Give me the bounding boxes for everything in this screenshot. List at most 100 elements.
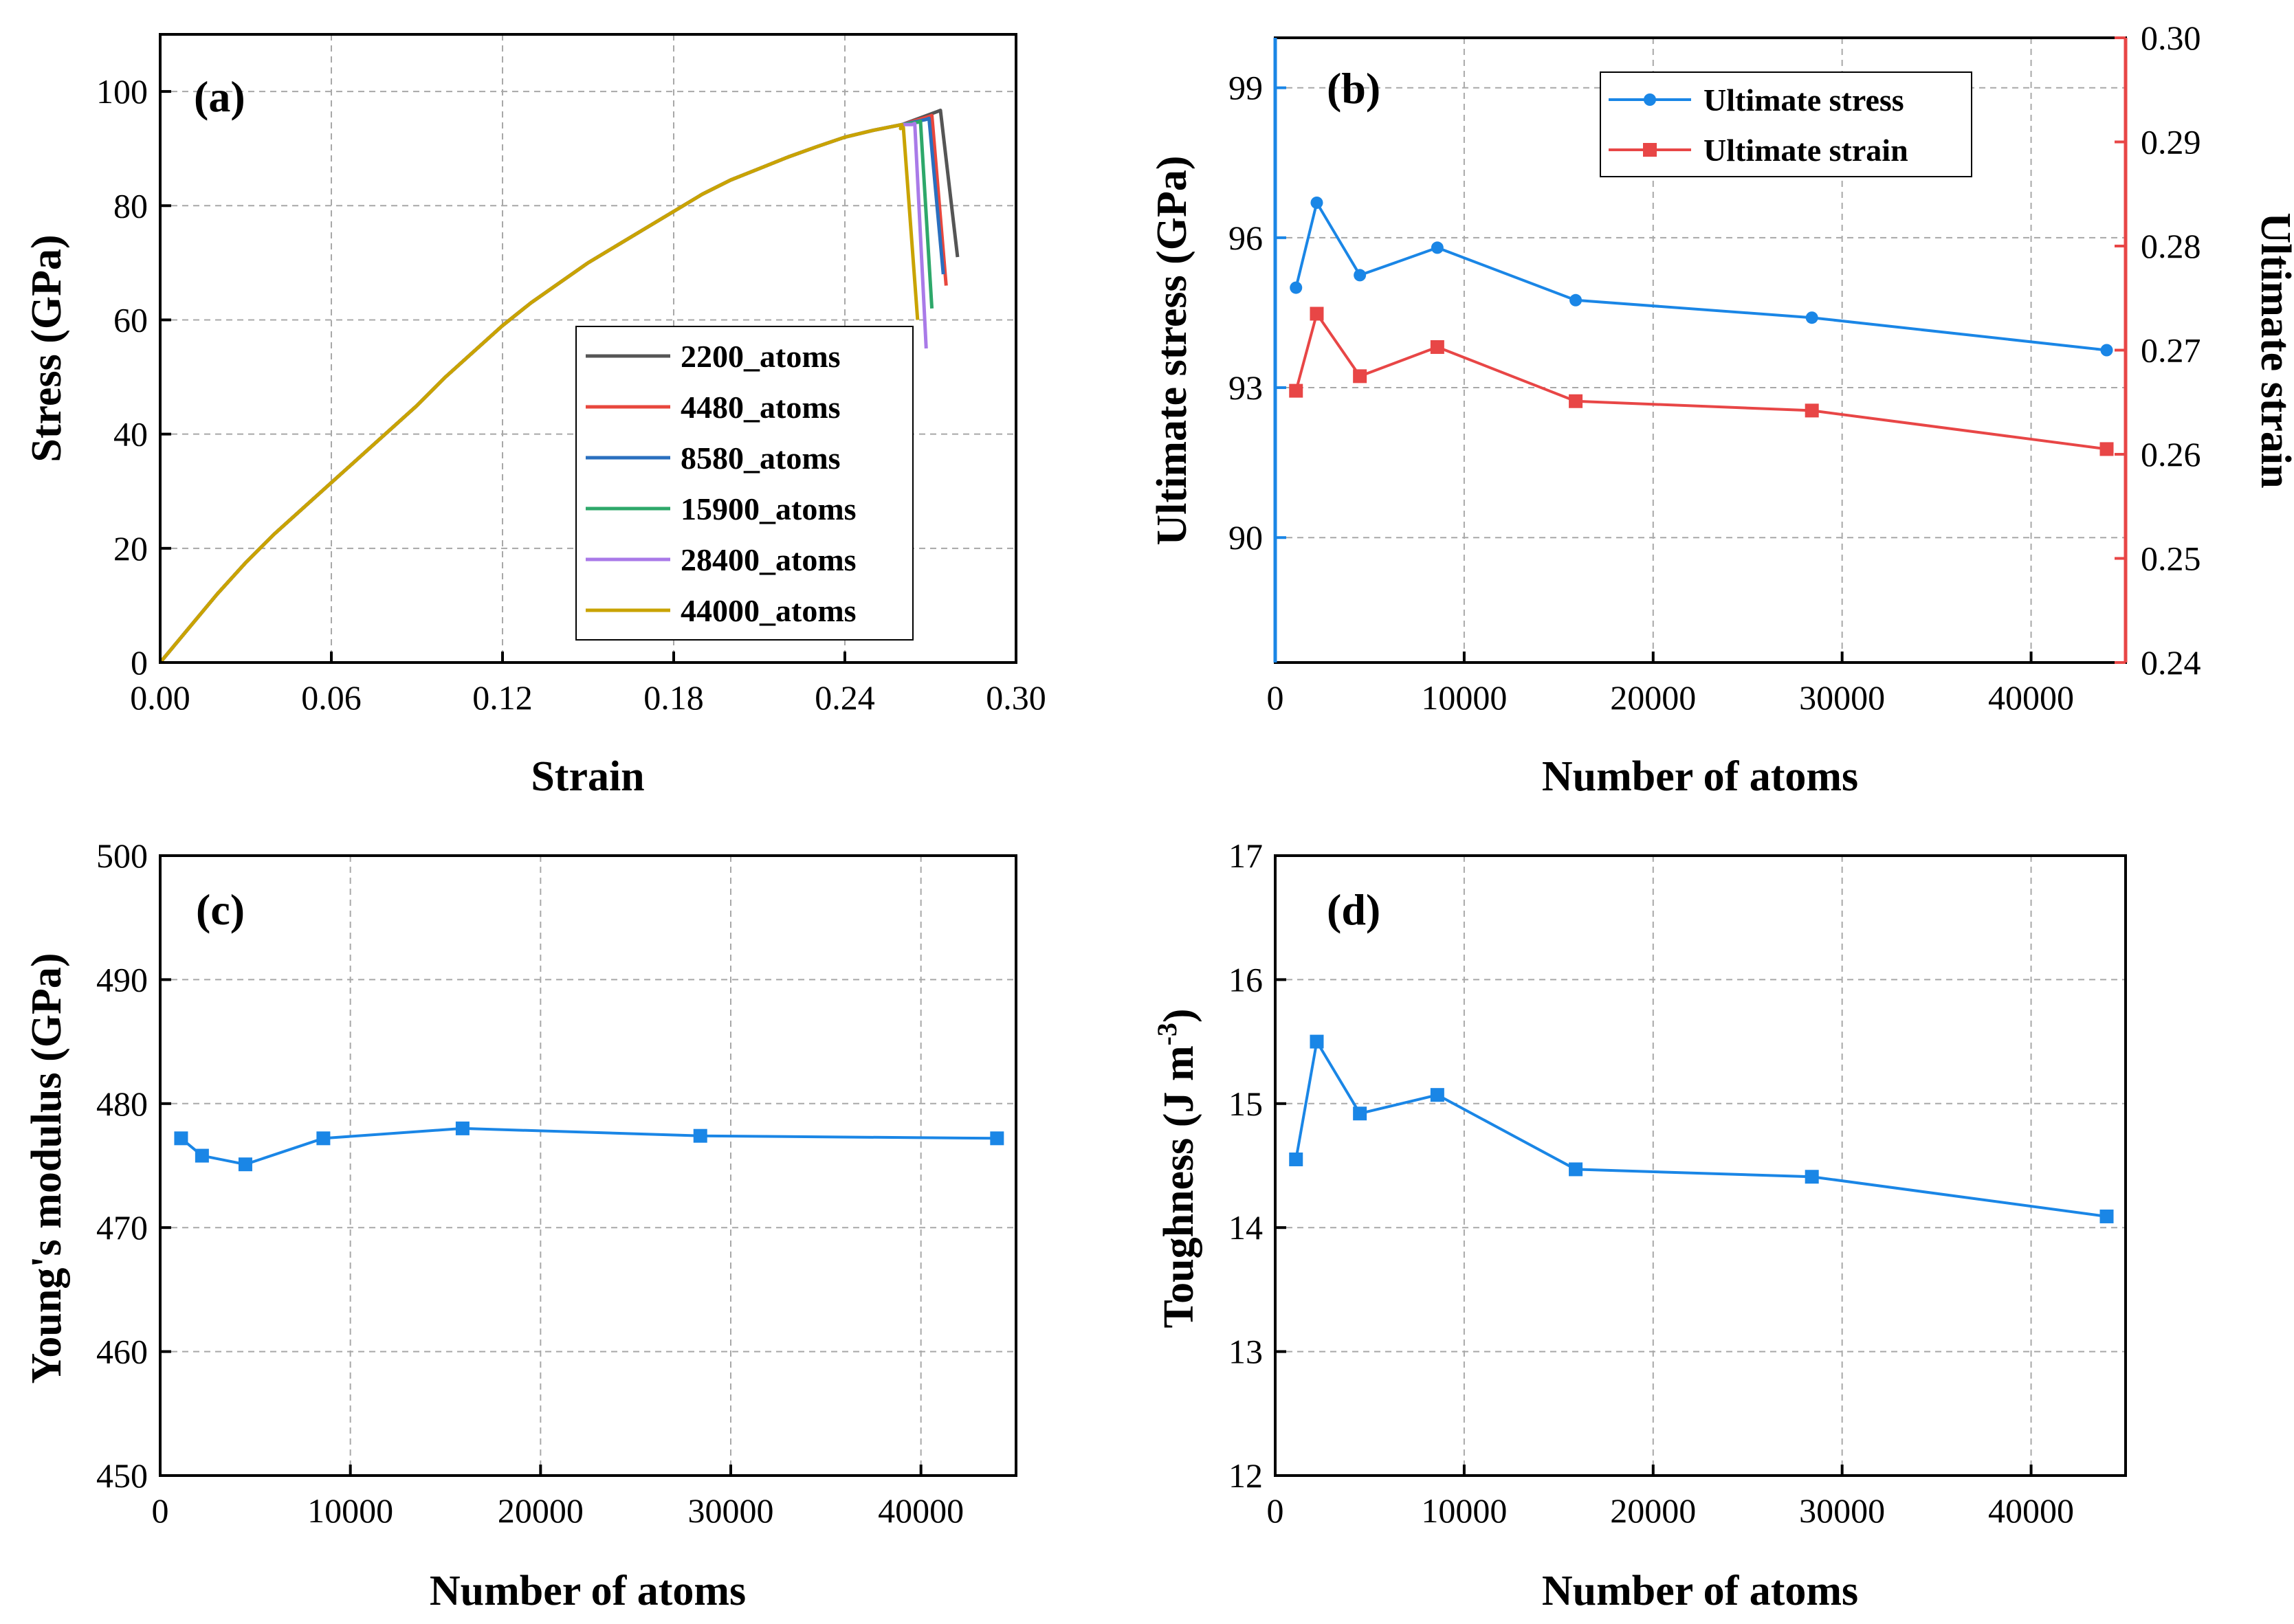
panel-b-legend-label: Ultimate strain: [1703, 133, 1908, 168]
panel-c-ytick-label: 470: [96, 1208, 148, 1247]
panel-a-legend-label: 44000_atoms: [681, 593, 857, 628]
panel-c-xtick-label: 40000: [878, 1491, 964, 1530]
panel-a-frame: [159, 33, 1017, 664]
panel-d-marker: [1310, 1034, 1324, 1049]
panel-c-ytick-label: 500: [96, 836, 148, 875]
panel-a-legend: 2200_atoms 4480_atoms 8580_atoms 15900_atom…: [575, 326, 914, 641]
panel-d-marker: [1430, 1088, 1444, 1102]
panel-b-right-ytick-label: 0.28: [2141, 227, 2201, 265]
panel-d-marker: [1805, 1170, 1819, 1184]
panel-b-y2label: Ultimate strain: [2252, 212, 2294, 488]
panel-d-ytick-label: 16: [1228, 960, 1263, 999]
panel-b-label: (b): [1327, 64, 1380, 113]
panel-b-legend-marker: [1643, 143, 1657, 157]
panel-d-ticks: 0 10000 20000 30000 40000 12 13 14 15 16 17: [1228, 836, 2074, 1530]
panel-a-xtick-label: 0.18: [643, 678, 704, 717]
panel-b-ytick-label: 90: [1228, 518, 1263, 557]
panel-c-marker: [174, 1131, 188, 1146]
panel-b-ylabel: Ultimate stress (GPa): [1149, 155, 1195, 545]
panel-c-frame: [159, 854, 1017, 1477]
panel-c-ytick-label: 490: [96, 960, 148, 999]
panel-c-ytick-label: 480: [96, 1084, 148, 1123]
panel-a-legend-label: 15900_atoms: [681, 491, 857, 526]
panel-d-marker: [1353, 1106, 1367, 1121]
panel-b-right-ytick-label: 0.26: [2141, 435, 2201, 474]
panel-b-ticks: 0 10000 20000 30000 40000 90 93 96 99 0.24 0.25 0.2…: [1228, 19, 2201, 717]
panel-b-ytick-label: 96: [1228, 219, 1263, 257]
panel-c-marker: [238, 1157, 252, 1172]
panel-b-strain-marker: [1353, 369, 1367, 383]
panel-a-label: (a): [194, 72, 245, 121]
panel-d-xtick-label: 20000: [1610, 1491, 1696, 1530]
panel-b-legend-label: Ultimate stress: [1703, 82, 1904, 118]
panel-b-strain-marker: [1569, 394, 1583, 408]
panel-d-ytick-label: 15: [1228, 1084, 1263, 1123]
panel-b-right-ytick-label: 0.25: [2141, 540, 2201, 578]
panel-a-xtick-label: 0.24: [815, 678, 875, 717]
panel-b-stress-marker: [2100, 344, 2113, 357]
panel-b-xtick-label: 10000: [1421, 678, 1507, 717]
panel-a-xtick-label: 0.30: [986, 678, 1046, 717]
panel-a-legend-items: 2200_atoms 4480_atoms 8580_atoms 15900_atom…: [586, 339, 857, 628]
panel-c-marker: [455, 1121, 470, 1135]
panel-b-strain-marker: [1310, 307, 1324, 321]
panel-b-right-ytick-label: 0.29: [2141, 123, 2201, 162]
panel-b-legend: Ultimate stress Ultimate strain: [1600, 71, 1972, 177]
panel-a-legend-label: 28400_atoms: [681, 542, 857, 577]
panel-b-legend-marker: [1644, 93, 1656, 106]
panel-b-xtick-label: 40000: [1988, 678, 2074, 717]
panel-a-xlabel: Strain: [531, 753, 644, 800]
panel-c-marker: [316, 1131, 331, 1146]
panel-d-xtick-label: 40000: [1988, 1491, 2074, 1530]
panel-c-xtick-label: 0: [152, 1491, 169, 1530]
panel-d-xtick-label: 10000: [1421, 1491, 1507, 1530]
panel-a: 0.00 0.06 0.12 0.18 0.24 0.30 0 20 40 60 80 100 (a)…: [23, 33, 1046, 800]
panel-c-ticks: 0 10000 20000 30000 40000 450 460 470 480 490 500: [96, 836, 964, 1530]
panel-b-strain-marker: [1805, 403, 1819, 418]
panel-d-series: [1294, 1040, 2107, 1218]
panel-b-stress-marker: [1431, 241, 1444, 254]
panel-c-xtick-label: 20000: [498, 1491, 584, 1530]
panel-b-xtick-label: 20000: [1610, 678, 1696, 717]
panel-d-marker: [1569, 1162, 1583, 1177]
panel-a-xtick-label: 0.06: [301, 678, 362, 717]
panel-a-series-44000_atoms: [159, 122, 920, 664]
panel-c-marker: [990, 1131, 1004, 1146]
panel-b-strain-marker: [1289, 383, 1303, 398]
panel-a-legend-label: 4480_atoms: [681, 390, 841, 425]
panel-d-frame: [1274, 854, 2127, 1477]
panel-d-xlabel: Number of atoms: [1542, 1568, 1858, 1614]
panel-c: 0 10000 20000 30000 40000450460470480490500 …: [23, 836, 1017, 1614]
panel-b-right-ytick-label: 0.24: [2141, 643, 2201, 682]
panel-b-stress-marker: [1354, 269, 1367, 282]
panel-d-ytick-label: 14: [1228, 1208, 1263, 1247]
panel-c-xtick-label: 30000: [688, 1491, 774, 1530]
panel-d-xtick-label: 30000: [1799, 1491, 1885, 1530]
panel-b-ytick-label: 93: [1228, 368, 1263, 407]
panel-a-legend-box: [575, 326, 914, 641]
panel-c-grid: [160, 856, 1016, 1476]
panel-a-ytick-label: 100: [96, 72, 148, 111]
panel-a-legend-label: 2200_atoms: [681, 339, 841, 374]
panel-c-marker: [693, 1128, 707, 1143]
panel-a-ytick-label: 20: [113, 529, 148, 568]
panel-d-ytick-label: 12: [1228, 1456, 1263, 1495]
panel-a-ytick-label: 40: [113, 415, 148, 454]
panel-a-ytick-label: 80: [113, 186, 148, 225]
panel-a-ticks: 0.00 0.06 0.12 0.18 0.24 0.30 0 20 40 60 80 100: [96, 72, 1046, 717]
panel-b-xtick-label: 0: [1267, 678, 1284, 717]
panel-d-ylabel-close: ): [1156, 1008, 1202, 1023]
panel-c-xtick-label: 10000: [307, 1491, 393, 1530]
panel-b: 0 10000 20000 30000 40000 90 93 96 99 0.24 0.25 0.2…: [1149, 19, 2294, 800]
panel-d-ytick-label: 17: [1228, 836, 1263, 875]
panel-a-ytick-label: 60: [113, 300, 148, 339]
panel-b-right-ytick-label: 0.30: [2141, 19, 2201, 57]
panel-a-ylabel: Stress (GPa): [23, 234, 70, 462]
panel-b-legend-items: Ultimate stress Ultimate strain: [1609, 82, 1908, 168]
panel-d-ytick-label: 13: [1228, 1333, 1263, 1371]
panel-d-ylabel-sup: -3: [1151, 1023, 1182, 1045]
panel-b-xtick-label: 30000: [1799, 678, 1885, 717]
panel-b-stress-marker: [1310, 196, 1323, 209]
panel-d-xtick-label: 0: [1267, 1491, 1284, 1530]
